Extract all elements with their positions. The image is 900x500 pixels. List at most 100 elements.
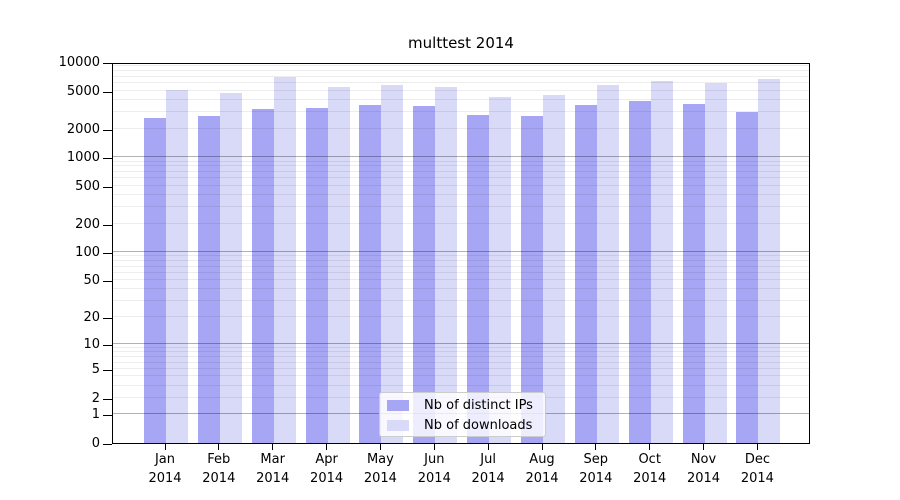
bar-downloads: [704, 83, 727, 443]
x-tick-month: Jun: [424, 452, 445, 467]
legend-item: Nb of distinct IPs: [384, 395, 541, 415]
y-tick-mark: [103, 281, 112, 283]
x-tick-mark: [379, 444, 381, 450]
y-axis-tick-label: 50: [83, 273, 100, 289]
x-tick-year: 2014: [633, 471, 667, 486]
bar-downloads: [273, 76, 296, 443]
plot-area: Nb of distinct IPs Nb of downloads: [112, 63, 810, 444]
y-tick-mark: [103, 444, 112, 445]
x-axis-tick-label: Mar 2014: [241, 450, 305, 488]
y-axis-tick-label: 100: [75, 245, 100, 261]
x-tick-mark: [649, 444, 651, 450]
bar-distinct-ips: [520, 116, 543, 443]
chart-title: multtest 2014: [408, 34, 514, 52]
bar-downloads: [650, 80, 673, 443]
legend-swatch: [387, 399, 409, 411]
y-tick-mark: [103, 398, 112, 400]
bar-distinct-ips: [413, 106, 436, 443]
legend: Nb of distinct IPs Nb of downloads: [379, 392, 546, 437]
x-axis-tick-label: Dec 2014: [725, 450, 789, 488]
x-tick-mark: [433, 444, 435, 450]
y-axis-tick-label: 500: [75, 178, 100, 194]
bar-distinct-ips: [144, 117, 166, 443]
bar-downloads: [327, 86, 350, 443]
bar-downloads: [542, 95, 565, 443]
y-tick-mark: [103, 63, 112, 64]
bar-downloads: [381, 85, 404, 443]
x-tick-year: 2014: [740, 471, 774, 486]
x-tick-year: 2014: [148, 471, 182, 486]
legend-label: Nb of downloads: [424, 417, 533, 433]
y-tick-mark: [103, 369, 112, 371]
x-tick-year: 2014: [686, 471, 721, 486]
y-tick-mark: [103, 129, 112, 131]
x-tick-month: Nov: [690, 452, 717, 467]
x-axis-tick-label: Apr 2014: [295, 450, 359, 488]
y-axis-tick-label: 10: [83, 336, 100, 352]
x-axis-tick-label: May 2014: [348, 450, 412, 488]
x-tick-mark: [218, 444, 220, 450]
bar-downloads: [435, 86, 458, 443]
y-tick-mark: [103, 253, 112, 255]
bar-distinct-ips: [467, 114, 490, 443]
y-tick-mark: [103, 91, 112, 93]
x-tick-mark: [541, 444, 543, 450]
x-tick-month: Oct: [638, 452, 661, 467]
x-tick-month: Feb: [207, 452, 231, 467]
bar-downloads: [219, 93, 242, 443]
x-axis-tick-label: Sep 2014: [564, 450, 628, 488]
y-axis-tick-label: 1000: [66, 150, 100, 166]
bar-distinct-ips: [574, 105, 597, 443]
y-axis-tick-label: 200: [75, 216, 100, 232]
x-tick-month: Dec: [744, 452, 770, 467]
x-tick-mark: [326, 444, 328, 450]
x-axis-tick-label: Jul 2014: [456, 450, 520, 488]
x-tick-year: 2014: [417, 471, 451, 486]
legend-label: Nb of distinct IPs: [424, 397, 533, 413]
x-tick-month: Aug: [529, 452, 555, 467]
x-axis-tick-label: Jun 2014: [402, 450, 466, 488]
x-axis-tick-label: Oct 2014: [618, 450, 682, 488]
y-tick-mark: [103, 158, 112, 160]
bar-distinct-ips: [197, 116, 220, 443]
x-tick-month: Apr: [315, 452, 338, 467]
y-axis-tick-label: 1: [91, 407, 100, 423]
bars-layer: [113, 64, 809, 443]
x-tick-mark: [487, 444, 489, 450]
bar-distinct-ips: [682, 103, 705, 443]
bar-downloads: [489, 96, 512, 443]
bar-downloads: [166, 89, 188, 443]
y-axis-tick-label: 0: [91, 436, 100, 451]
bar-downloads: [596, 85, 619, 443]
x-tick-month: Sep: [583, 452, 609, 467]
x-tick-month: Jul: [480, 452, 496, 467]
x-axis-tick-label: Jan 2014: [133, 450, 197, 488]
y-axis-tick-label: 5000: [66, 83, 100, 99]
x-axis-tick-label: Feb 2014: [187, 450, 251, 488]
legend-swatch: [387, 419, 409, 431]
y-axis-tick-label: 10000: [58, 55, 100, 70]
x-tick-mark: [703, 444, 704, 450]
y-axis-tick-label: 2: [91, 390, 100, 406]
x-tick-year: 2014: [525, 471, 559, 486]
x-axis-tick-label: Nov 2014: [672, 450, 736, 488]
bar-distinct-ips: [359, 105, 382, 443]
x-tick-month: Mar: [260, 452, 285, 467]
y-tick-mark: [103, 224, 112, 226]
bar-downloads: [758, 78, 781, 443]
x-tick-mark: [272, 444, 274, 450]
y-axis-tick-label: 5: [91, 361, 100, 377]
x-tick-year: 2014: [363, 471, 397, 486]
y-axis-tick-label: 2000: [66, 121, 100, 137]
legend-item: Nb of downloads: [384, 415, 541, 435]
x-tick-mark: [595, 444, 597, 450]
bar-distinct-ips: [628, 100, 651, 443]
bar-distinct-ips: [305, 107, 328, 443]
y-tick-mark: [103, 344, 112, 346]
y-tick-mark: [103, 318, 112, 320]
x-tick-year: 2014: [256, 471, 290, 486]
x-tick-year: 2014: [202, 471, 236, 486]
y-tick-mark: [103, 415, 112, 417]
x-tick-year: 2014: [471, 471, 505, 486]
